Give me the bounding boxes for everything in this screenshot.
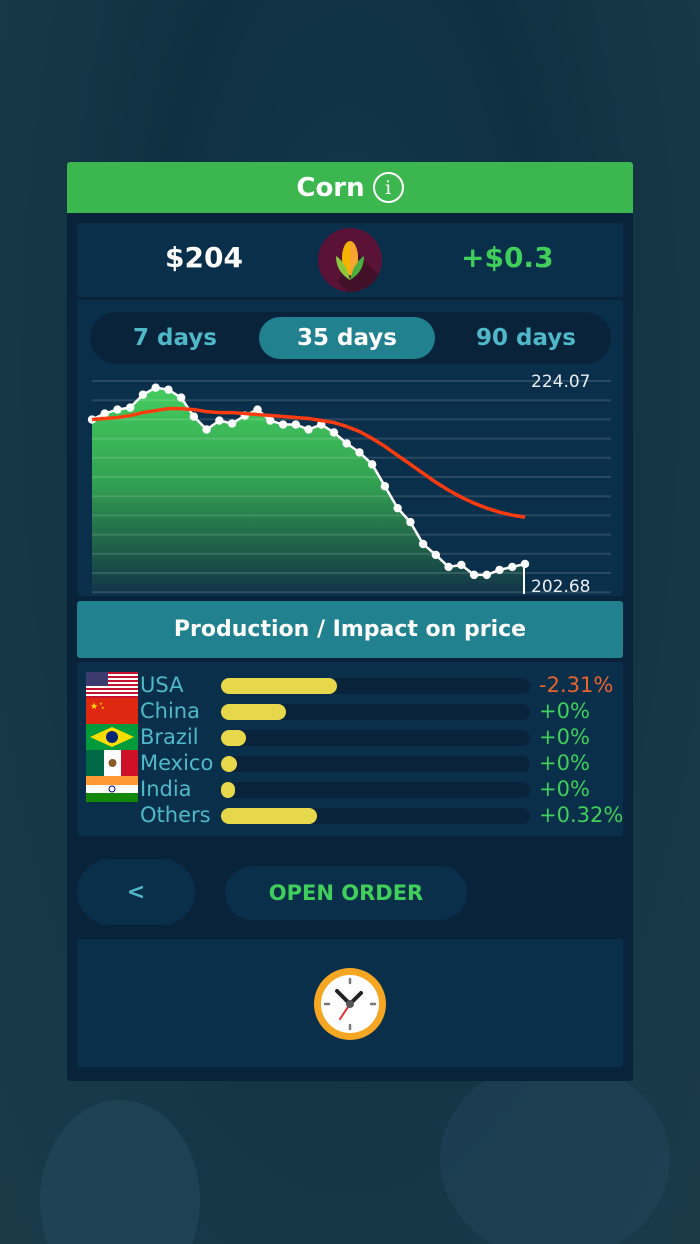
production-row-mexico: Mexico +0% xyxy=(77,750,623,776)
svg-text:★: ★ xyxy=(101,705,105,710)
clock-icon[interactable] xyxy=(313,967,387,1041)
price-row: $204 +$0.3 xyxy=(77,223,623,297)
production-bar xyxy=(221,808,530,824)
timer-section xyxy=(77,939,623,1067)
chart-min-label: 202.68 xyxy=(531,577,591,597)
usa-flag-icon xyxy=(86,672,138,698)
commodity-panel: Corn i $204 +$0.3 7 days 35 days 90 days xyxy=(67,162,633,1081)
production-row-china: ★ ★ ★ China +0% xyxy=(77,698,623,724)
production-bar xyxy=(221,782,530,798)
tab-90-days[interactable]: 90 days xyxy=(476,325,576,351)
production-row-brazil: Brazil +0% xyxy=(77,724,623,750)
country-name: Brazil xyxy=(140,725,199,749)
country-name: USA xyxy=(140,673,184,697)
background-blob xyxy=(40,1100,200,1244)
production-bar-fill xyxy=(221,678,337,694)
price-chart xyxy=(87,380,611,594)
india-flag-icon xyxy=(86,776,138,802)
country-name: China xyxy=(140,699,200,723)
production-row-others: Others +0.32% xyxy=(77,802,623,828)
impact-value: +0% xyxy=(539,699,590,723)
production-bar xyxy=(221,704,530,720)
impact-value: +0% xyxy=(539,725,590,749)
info-icon[interactable]: i xyxy=(372,172,404,203)
title-bar: Corn i xyxy=(67,162,633,213)
impact-value: +0% xyxy=(539,751,590,775)
tab-35-days[interactable]: 35 days xyxy=(259,317,435,359)
background-blob xyxy=(440,1060,670,1244)
chart-max-label: 224.07 xyxy=(531,372,591,392)
mexico-flag-icon xyxy=(86,750,138,776)
back-button[interactable]: < xyxy=(77,859,195,925)
brazil-flag-icon xyxy=(86,724,138,750)
country-name: Mexico xyxy=(140,751,214,775)
svg-text:★: ★ xyxy=(99,701,103,706)
production-bar xyxy=(221,756,530,772)
impact-value: +0% xyxy=(539,777,590,801)
chart-section: 7 days 35 days 90 days 224.07 202.68 xyxy=(77,300,623,597)
tab-7-days[interactable]: 7 days xyxy=(133,325,217,351)
production-bar xyxy=(221,678,530,694)
price-change: +$0.3 xyxy=(461,241,554,274)
production-bar xyxy=(221,730,530,746)
open-order-button[interactable]: OPEN ORDER xyxy=(225,866,467,920)
production-bar-fill xyxy=(221,756,237,772)
china-flag-icon: ★ ★ ★ xyxy=(86,698,138,724)
current-price: $204 xyxy=(165,241,243,274)
corn-icon xyxy=(318,228,382,292)
svg-text:★: ★ xyxy=(90,702,98,712)
production-row-india: India +0% xyxy=(77,776,623,802)
production-header: Production / Impact on price xyxy=(77,601,623,658)
country-name: India xyxy=(140,777,192,801)
impact-value: -2.31% xyxy=(539,673,614,697)
production-bar-fill xyxy=(221,730,246,746)
commodity-title: Corn xyxy=(296,172,365,203)
country-name: Others xyxy=(140,803,211,827)
impact-value: +0.32% xyxy=(539,803,624,827)
production-bar-fill xyxy=(221,704,286,720)
production-list: USA -2.31% ★ ★ ★ China +0% xyxy=(77,662,623,836)
period-tabs: 7 days 35 days 90 days xyxy=(90,312,611,364)
production-bar-fill xyxy=(221,782,235,798)
production-row-usa: USA -2.31% xyxy=(77,672,623,698)
production-bar-fill xyxy=(221,808,317,824)
